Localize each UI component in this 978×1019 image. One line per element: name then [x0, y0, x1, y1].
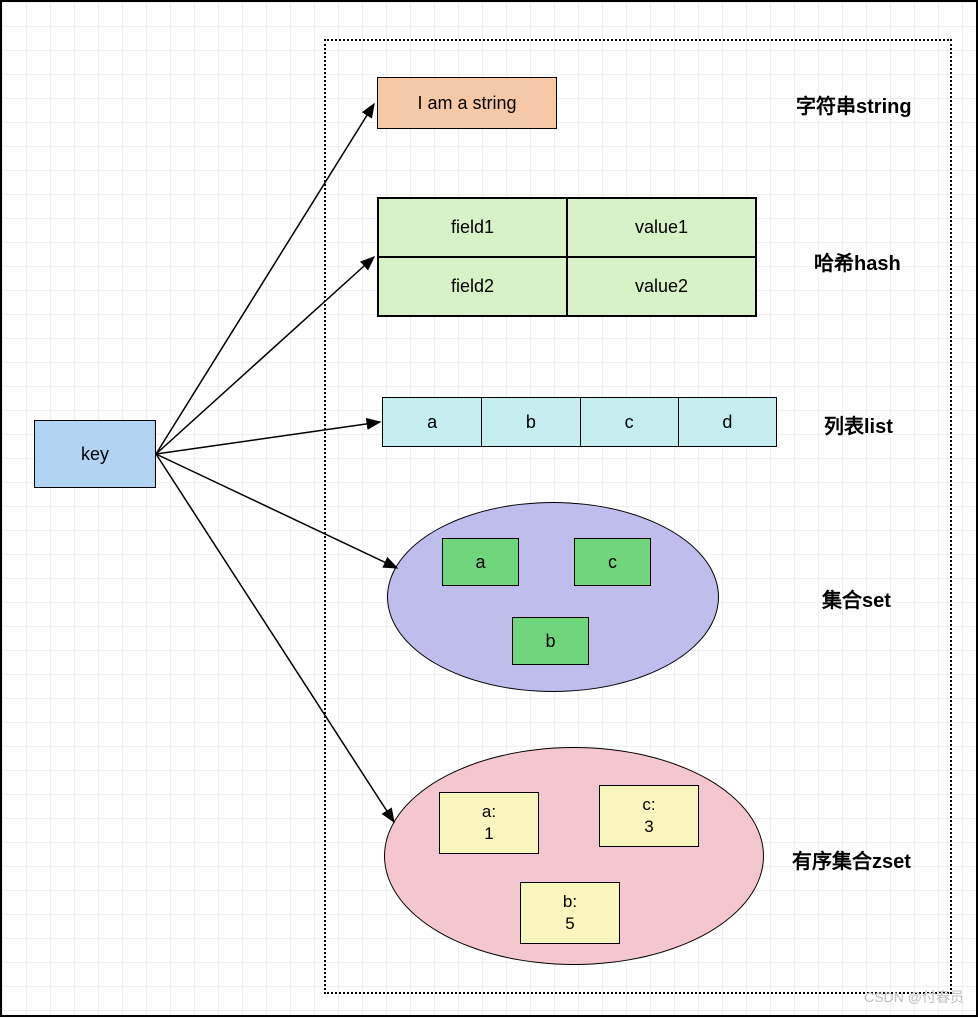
zset-type-label: 有序集合zset: [792, 845, 911, 874]
zset-item: a: 1: [439, 792, 539, 854]
key-label: key: [81, 444, 109, 465]
set-item: a: [442, 538, 519, 586]
diagram-canvas: key I am a string field1 value1 field2 v…: [0, 0, 978, 1017]
hash-cell: field2: [378, 257, 567, 316]
set-item: c: [574, 538, 651, 586]
string-value-box: I am a string: [377, 77, 557, 129]
hash-cell: value1: [567, 198, 756, 257]
key-node: key: [34, 420, 156, 488]
set-type-label: 集合set: [822, 584, 891, 613]
string-text: I am a string: [417, 93, 516, 114]
list-type-label: 列表list: [824, 410, 893, 439]
hash-cell: value2: [567, 257, 756, 316]
list-cell: a: [383, 398, 481, 446]
list-cell: b: [481, 398, 579, 446]
hash-type-label: 哈希hash: [814, 247, 901, 276]
list-cell: d: [678, 398, 776, 446]
hash-cell: field1: [378, 198, 567, 257]
list-cell: c: [580, 398, 678, 446]
zset-item: b: 5: [520, 882, 620, 944]
string-type-label: 字符串string: [796, 90, 912, 119]
list-value-row: a b c d: [382, 397, 777, 447]
set-item: b: [512, 617, 589, 665]
watermark: CSDN @付春员: [864, 987, 964, 1007]
hash-value-table: field1 value1 field2 value2: [377, 197, 757, 317]
zset-item: c: 3: [599, 785, 699, 847]
